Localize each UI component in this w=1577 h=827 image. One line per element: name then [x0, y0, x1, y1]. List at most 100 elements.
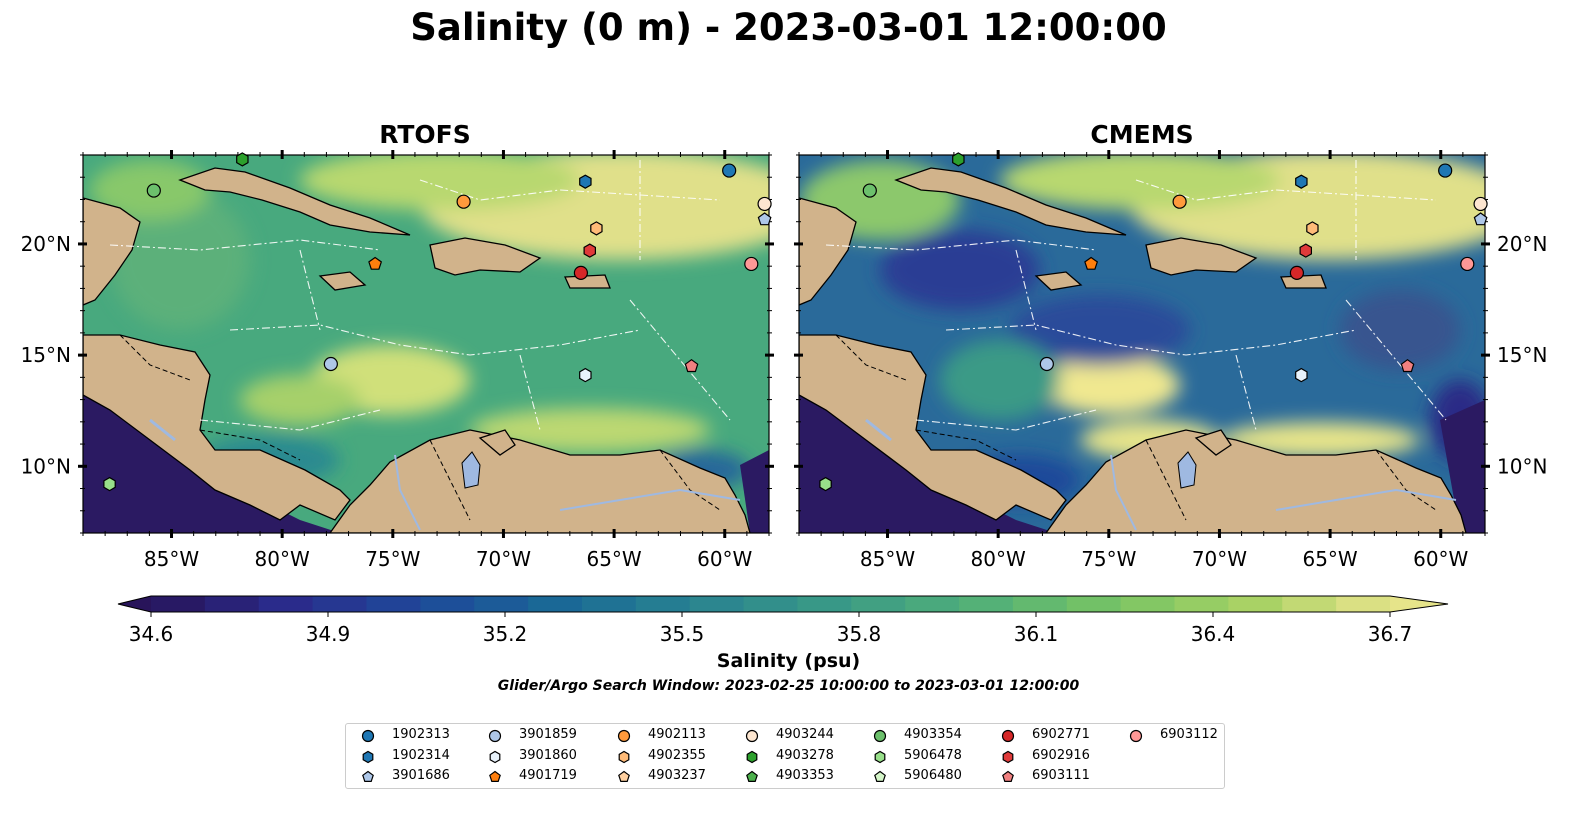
lat-tick-label: 15°N	[21, 343, 71, 367]
float-marker-6902916	[1299, 243, 1313, 258]
colorbar-segment	[474, 596, 529, 612]
float-marker-6902916	[583, 243, 597, 258]
lon-tick-label: 65°W	[586, 547, 641, 571]
colorbar-segment	[1228, 596, 1283, 612]
lat-tick-label: 20°N	[1497, 232, 1547, 256]
page-title: Salinity (0 m) - 2023-03-01 12:00:00	[410, 6, 1167, 49]
legend-marker-1902314	[362, 750, 374, 763]
colorbar-segment	[905, 596, 960, 612]
legend-marker-4902113	[617, 729, 631, 743]
legend-label: 4902355	[648, 747, 706, 763]
colorbar-segment	[743, 596, 799, 612]
legend-marker-4902355	[618, 750, 630, 763]
colorbar-segment	[851, 596, 906, 612]
legend-marker-6902771	[1001, 729, 1015, 743]
legend-label: 4901719	[519, 768, 577, 783]
float-marker-6903112	[744, 256, 759, 272]
map-frame-rtofs	[82, 154, 770, 534]
legend-label: 1902314	[392, 747, 450, 763]
legend-marker-4903353	[746, 770, 758, 782]
float-marker-4903244	[757, 196, 772, 212]
lon-tick-label: 70°W	[1192, 547, 1247, 571]
legend-label: 6902771	[1032, 727, 1090, 742]
float-marker-5906478	[103, 476, 116, 492]
lat-tick-label: 20°N	[21, 232, 71, 256]
panel-title-rtofs: RTOFS	[379, 120, 471, 149]
float-marker-6902771	[1289, 265, 1305, 280]
legend-label: 4902113	[648, 727, 706, 742]
colorbar-segment	[528, 596, 583, 612]
legend-marker-4903278	[746, 750, 758, 763]
legend-marker-6902916	[1002, 750, 1014, 763]
legend-label: 4903244	[776, 727, 834, 742]
float-marker-6902771	[573, 265, 589, 280]
colorbar-extend-low	[118, 596, 151, 612]
colorbar-segment	[1336, 596, 1391, 612]
colorbar-tick-label: 34.6	[129, 622, 174, 646]
legend-marker-6903112	[1129, 729, 1143, 743]
legend: 1902313 1902314 3901686 3901859 3901860 49017…	[345, 723, 1225, 789]
colorbar-extend-high	[1390, 596, 1448, 612]
colorbar-tick-label: 35.5	[660, 622, 705, 646]
float-marker-4902113	[456, 194, 471, 209]
legend-label: 4903278	[776, 747, 834, 763]
colorbar-segment	[366, 596, 421, 612]
map-frame-cmems	[798, 154, 1486, 534]
legend-label: 3901686	[392, 768, 450, 783]
legend-marker-4901719	[489, 770, 501, 782]
colorbar-label: Salinity (psu)	[716, 650, 861, 672]
colorbar-segment	[312, 596, 368, 612]
search-window-subtitle: Glider/Argo Search Window: 2023-02-25 10…	[497, 678, 1080, 694]
legend-marker-3901860	[489, 750, 501, 763]
lon-tick-label: 85°W	[860, 547, 915, 571]
float-marker-6903112	[1460, 256, 1475, 272]
legend-label: 4903237	[648, 768, 706, 783]
colorbar-segment	[635, 596, 691, 612]
legend-label: 6903111	[1032, 768, 1090, 783]
legend-marker-5906478	[874, 750, 886, 763]
float-marker-4903278	[952, 152, 965, 167]
legend-label: 6903112	[1160, 727, 1218, 742]
float-marker-4902355	[590, 221, 603, 236]
float-marker-1902314	[1295, 174, 1308, 189]
colorbar: 34.6 34.9 35.2 35.5 35.8 36.1 36.4 36.7	[117, 595, 1449, 646]
float-marker-3901860	[579, 367, 592, 383]
float-marker-4902113	[1172, 194, 1187, 209]
lon-tick-label: 75°W	[365, 547, 420, 571]
lat-tick-label: 10°N	[1497, 454, 1547, 478]
float-marker-3901686	[757, 212, 772, 226]
lon-tick-label: 60°W	[697, 547, 752, 571]
legend-marker-3901859	[488, 729, 502, 743]
legend-marker-6903111	[1002, 770, 1014, 782]
float-marker-3901860	[1295, 367, 1308, 383]
float-marker-4903354	[146, 183, 161, 198]
colorbar-tick-label: 36.7	[1368, 622, 1413, 646]
float-marker-4902355	[1306, 221, 1319, 236]
legend-marker-4903354	[873, 729, 887, 743]
colorbar-tick-label: 34.9	[306, 622, 351, 646]
float-marker-4903354	[862, 183, 877, 198]
map-panel-rtofs	[83, 155, 769, 533]
float-marker-3901859	[323, 356, 338, 372]
colorbar-segment	[581, 596, 637, 612]
legend-marker-3901686	[362, 770, 374, 782]
colorbar-tick-label: 36.1	[1014, 622, 1059, 646]
colorbar-segment	[689, 596, 745, 612]
legend-marker-4903237	[618, 770, 630, 782]
legend-label: 6902916	[1032, 747, 1090, 763]
axis-ticks: 85°W 80°W 75°W 70°W 65°W 60°W 20°N 15°N 10°N 85°W…	[21, 150, 1547, 571]
colorbar-segment	[204, 596, 260, 612]
legend-label: 3901860	[519, 747, 577, 763]
float-marker-4903244	[1473, 196, 1488, 212]
legend-label: 1902313	[392, 727, 450, 742]
float-marker-4903278	[236, 152, 249, 167]
colorbar-tick-label: 35.8	[837, 622, 882, 646]
colorbar-segment	[1120, 596, 1176, 612]
float-markers	[103, 152, 1488, 492]
legend-label: 5906480	[904, 768, 962, 783]
colorbar-segment	[151, 596, 206, 612]
colorbar-segment	[1282, 596, 1337, 612]
float-marker-1902313	[722, 163, 737, 178]
colorbar-segment	[1012, 596, 1068, 612]
colorbar-segment	[1066, 596, 1122, 612]
